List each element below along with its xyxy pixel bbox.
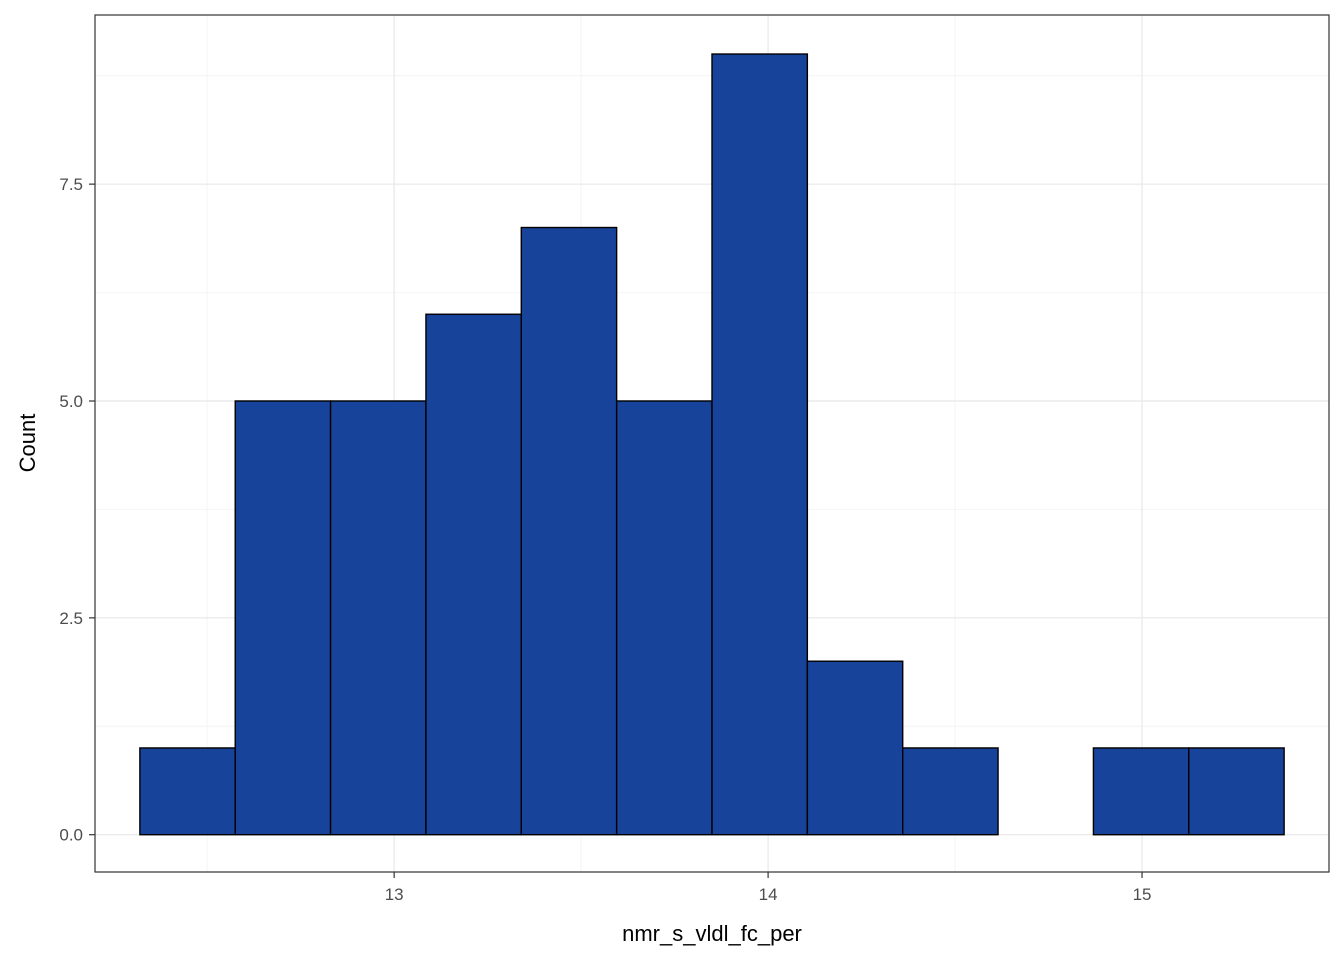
- histogram-bar: [615, 400, 713, 836]
- histogram-bar: [425, 313, 522, 836]
- histogram-bar: [1092, 747, 1190, 836]
- histogram-bar: [711, 53, 809, 836]
- x-tick-label: 14: [759, 885, 778, 904]
- histogram-bar: [139, 747, 236, 836]
- x-axis: 13 14 15: [385, 872, 1152, 904]
- x-tick-label: 13: [385, 885, 404, 904]
- y-tick-label: 5.0: [59, 392, 83, 411]
- histogram-bar: [234, 400, 332, 836]
- y-axis-title: Count: [15, 414, 40, 473]
- bar-layer: [139, 53, 1285, 836]
- histogram-bar: [902, 747, 999, 836]
- histogram-bar: [806, 660, 904, 836]
- histogram-bar: [329, 400, 427, 836]
- y-tick-label: 2.5: [59, 609, 83, 628]
- x-axis-title: nmr_s_vldl_fc_per: [622, 921, 802, 946]
- y-tick-label: 0.0: [59, 826, 83, 845]
- histogram-bar: [1188, 747, 1285, 836]
- x-tick-label: 15: [1133, 885, 1152, 904]
- panel-border: [94, 14, 1330, 873]
- y-tick-label: 7.5: [59, 175, 83, 194]
- histogram-bar: [520, 226, 618, 836]
- y-axis: 0.0 2.5 5.0 7.5: [59, 175, 95, 845]
